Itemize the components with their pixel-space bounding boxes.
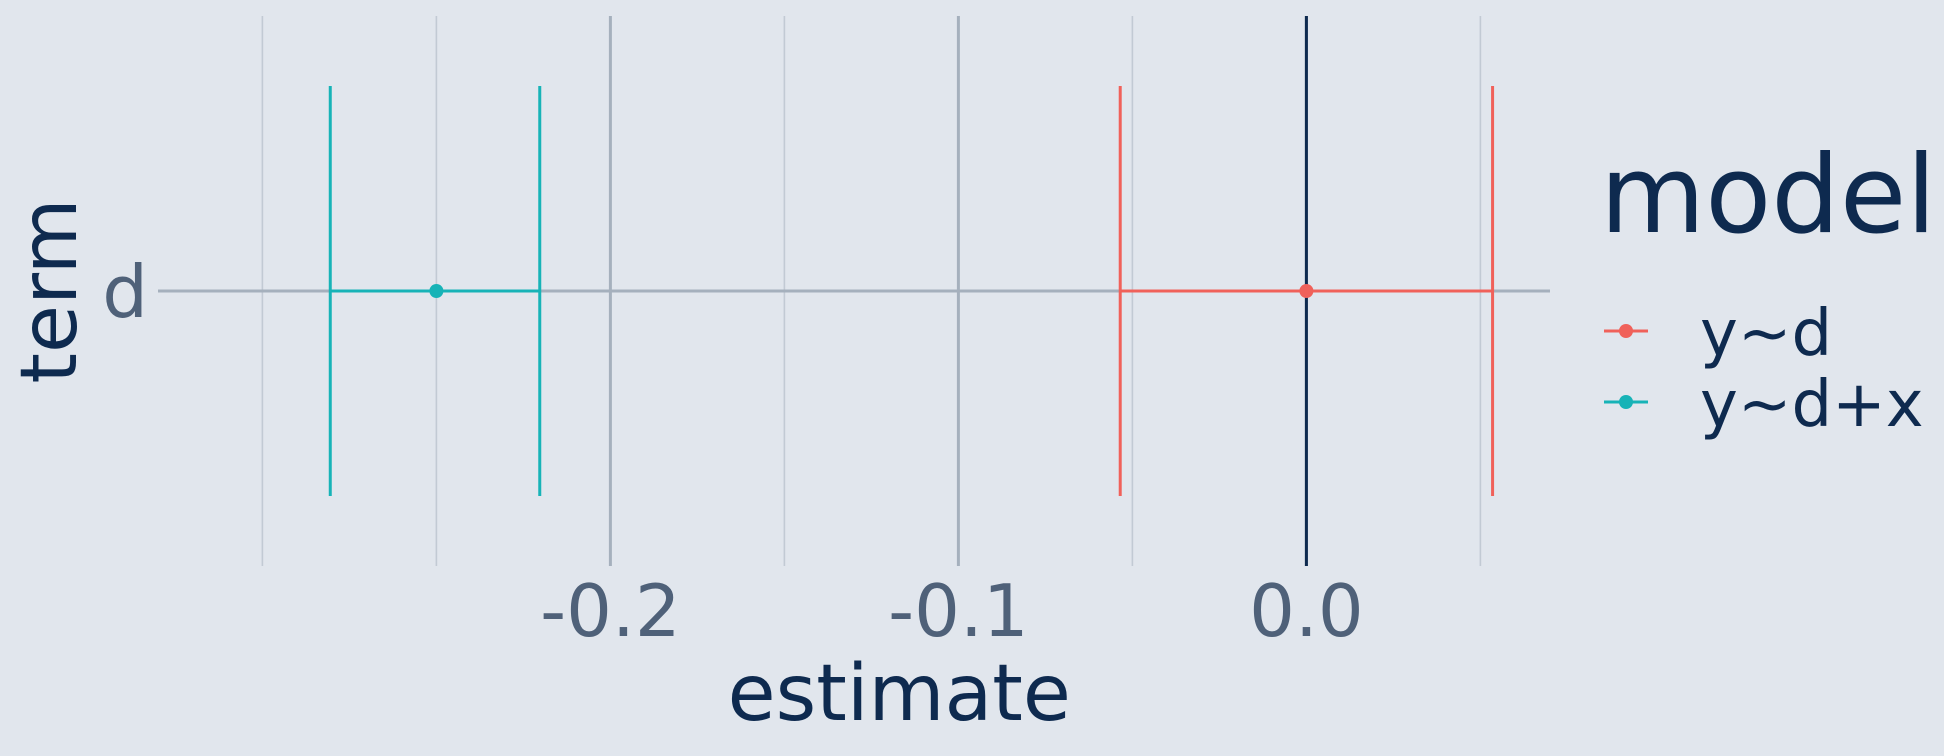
x-tick-label: 0.0 [1249,569,1364,653]
legend-item-y~d+x: y~d+x [1604,368,1924,442]
estimate-point [1299,284,1314,298]
legend-label: y~d+x [1700,368,1924,442]
series-y~d [1118,86,1495,496]
legend-key-point [1619,395,1633,409]
x-tick-labels: -0.2 -0.1 0.0 [540,569,1364,653]
y-tick-label-d: d [102,250,148,334]
y-axis-title: term [5,198,95,383]
plot-marks [328,86,1495,496]
x-tick-label: -0.1 [888,569,1028,653]
estimate-point [429,284,444,298]
legend-title: model [1600,133,1936,258]
legend-label: y~d [1700,297,1832,371]
series-y~d+x [328,86,542,496]
legend: model y~dy~d+x [1600,133,1936,442]
legend-key-point [1619,324,1633,338]
x-tick-label: -0.2 [540,569,680,653]
x-axis-title: estimate [728,649,1071,739]
legend-item-y~d: y~d [1604,297,1832,371]
